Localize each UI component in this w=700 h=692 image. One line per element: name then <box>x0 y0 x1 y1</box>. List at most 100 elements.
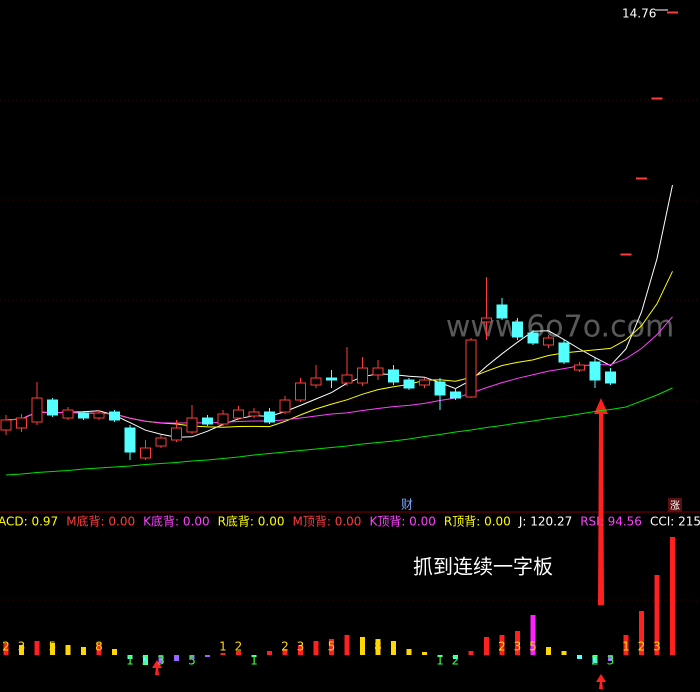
sub-bar <box>406 649 412 655</box>
sub-bar <box>391 641 396 655</box>
sub-label: 2 <box>638 640 646 654</box>
badge-box <box>668 498 682 512</box>
indicator-label: R顶背: 0.00 <box>444 515 511 529</box>
indicator-label: M底背: 0.00 <box>66 514 135 529</box>
sub-label: 1 <box>250 654 258 668</box>
sub-bar <box>468 651 474 655</box>
sub-bar <box>422 652 427 655</box>
sub-bar <box>282 649 288 655</box>
sub-bar <box>375 639 381 655</box>
sub-bar <box>623 635 629 655</box>
sub-label: 3 <box>157 654 165 668</box>
sub-label: 3 <box>607 654 615 668</box>
sub-bar <box>499 635 505 655</box>
candle-body <box>78 412 89 419</box>
sub-bar <box>530 615 536 655</box>
candle-body <box>124 427 136 453</box>
sub-label: 5 <box>328 640 336 654</box>
candle-body <box>186 417 198 433</box>
sub-bar <box>453 655 458 659</box>
sub-bar <box>329 639 334 655</box>
ma60-line <box>5 387 673 476</box>
sub-bar <box>65 645 71 655</box>
candle-body <box>31 397 43 423</box>
candle-body <box>667 11 678 14</box>
badge: 涨 <box>670 500 680 512</box>
sub-label: 1 <box>436 654 444 668</box>
indicator-label: ACD: 0.97 <box>0 515 58 529</box>
sub-label: 2 <box>142 654 150 668</box>
candle-body <box>434 381 446 396</box>
price-label: 14.76 <box>622 7 656 21</box>
sub-label: 2 <box>281 640 289 654</box>
sub-bar <box>3 643 9 655</box>
watermark: www.6o7o.com <box>446 310 674 345</box>
sub-label: 5 <box>49 640 57 654</box>
candle-body <box>388 369 399 383</box>
candle-body <box>419 379 430 386</box>
candle-body <box>357 367 368 384</box>
candle-body <box>202 417 213 425</box>
sub-bar <box>298 645 303 655</box>
sub-bar <box>127 655 133 659</box>
sub-bar <box>639 611 644 655</box>
candle-body <box>636 177 647 180</box>
candle-body <box>589 361 601 381</box>
indicator-label: CCI: 215.53 <box>650 515 700 529</box>
sub-bar <box>220 653 226 655</box>
candle-body <box>574 364 585 371</box>
candle-body <box>543 337 554 346</box>
sub-label: 1 <box>622 640 630 654</box>
candle-body <box>341 374 353 384</box>
sub-bar <box>50 643 55 655</box>
candle-body <box>279 399 291 413</box>
candle-body <box>295 382 306 401</box>
sub-bar <box>515 631 520 655</box>
candle-body <box>403 379 415 389</box>
candle-body <box>109 411 120 421</box>
sub-bar <box>437 655 443 657</box>
sub-label: 2 <box>2 640 10 654</box>
sub-bar <box>313 641 319 655</box>
sub-label: 8 <box>95 640 103 654</box>
candle-body <box>264 411 275 423</box>
sub-label: 5 <box>188 654 196 668</box>
candle-body <box>310 377 322 386</box>
candle-body <box>233 409 244 419</box>
sub-bar <box>546 647 551 655</box>
sub-bar <box>112 649 117 655</box>
sub-label: 8 <box>374 640 382 654</box>
annotation: 抓到连续一字板 <box>413 555 553 579</box>
candle-body <box>527 332 539 344</box>
candle-body <box>62 409 74 419</box>
sub-label: 2 <box>591 654 599 668</box>
sub-label: 3 <box>653 640 661 654</box>
sub-bar <box>34 641 40 655</box>
sub-bar <box>236 651 241 655</box>
candle-body <box>16 417 27 429</box>
candle-body <box>0 419 12 431</box>
sub-bar <box>96 643 102 655</box>
sub-bar <box>344 635 350 655</box>
sub-bar <box>189 655 195 659</box>
sub-bar <box>19 645 24 655</box>
candle-body <box>248 411 260 417</box>
indicator-label: J: 120.27 <box>518 515 572 529</box>
sub-bar <box>158 655 164 663</box>
candle-body <box>171 427 182 441</box>
sub-label: 2 <box>235 640 243 654</box>
candle-body <box>372 367 384 376</box>
grid <box>0 99 700 601</box>
candle-body <box>512 321 523 338</box>
sub-bar <box>174 655 179 661</box>
sub-bar <box>592 655 598 663</box>
sub-label: 1 <box>219 640 227 654</box>
sub-bar <box>205 655 210 657</box>
sub-label: 3 <box>18 640 26 654</box>
candle-body <box>620 253 632 256</box>
indicator-label: M顶背: 0.00 <box>293 515 362 529</box>
sub-bar <box>577 655 582 659</box>
candle-body <box>217 413 229 425</box>
